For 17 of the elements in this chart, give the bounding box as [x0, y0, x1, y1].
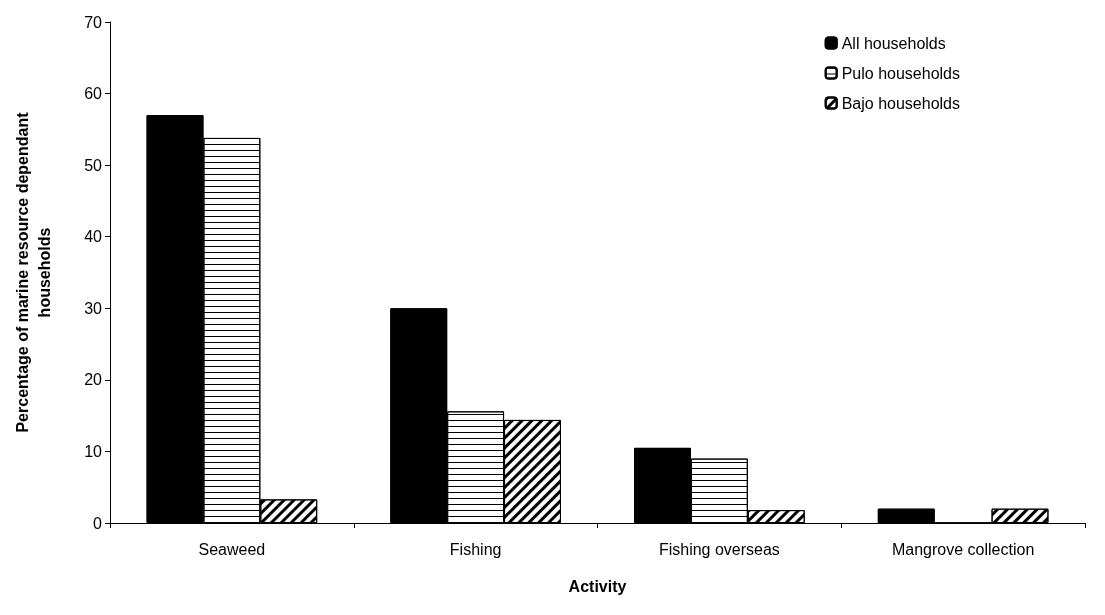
- x-tick-label: Mangrove collection: [891, 540, 1035, 558]
- y-axis-title: Percentage of marine resource dependant households: [13, 111, 53, 433]
- y-tick-label: 0: [93, 514, 103, 532]
- y-tick-label: 30: [84, 299, 103, 317]
- y-tick-label: 20: [84, 371, 103, 389]
- y-tick-label: 50: [84, 156, 103, 174]
- x-tick-label: Seaweed: [198, 540, 266, 558]
- legend-label: Bajo households: [841, 94, 960, 112]
- x-tick-label: Fishing overseas: [658, 540, 780, 558]
- x-axis-title: Activity: [568, 577, 627, 595]
- legend-label: Pulo households: [841, 64, 960, 82]
- y-tick-label: 70: [84, 13, 103, 31]
- y-tick-label: 40: [84, 228, 103, 246]
- legend-label: All households: [841, 34, 946, 52]
- y-tick-label: 60: [84, 85, 103, 103]
- y-tick-label: 10: [84, 442, 103, 460]
- x-tick-label: Fishing: [449, 540, 502, 558]
